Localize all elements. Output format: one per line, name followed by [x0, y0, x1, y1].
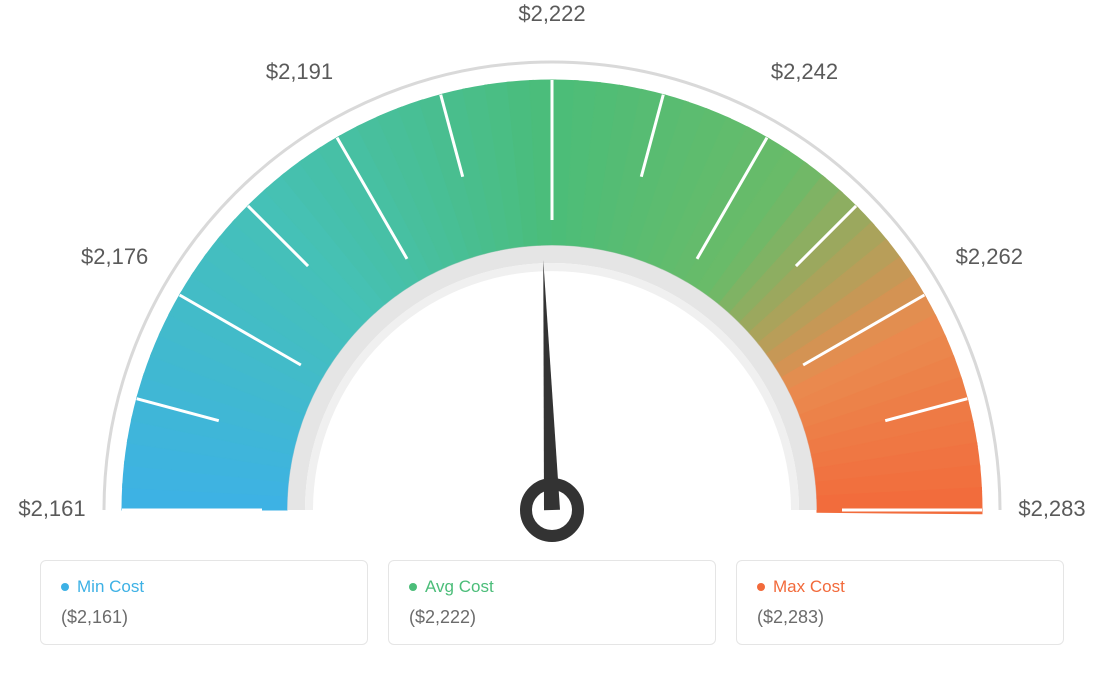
min-title: Min Cost	[77, 577, 144, 597]
max-value: ($2,283)	[757, 607, 1043, 628]
gauge-tick-label: $2,262	[949, 244, 1029, 270]
min-cost-card: Min Cost ($2,161)	[40, 560, 368, 645]
gauge-tick-label: $2,176	[75, 244, 155, 270]
avg-title: Avg Cost	[425, 577, 494, 597]
gauge-tick-label: $2,242	[765, 59, 845, 85]
avg-value: ($2,222)	[409, 607, 695, 628]
gauge-tick-label: $2,191	[260, 59, 340, 85]
min-value: ($2,161)	[61, 607, 347, 628]
gauge-chart: $2,161 $2,176 $2,191 $2,222 $2,242 $2,262 $2,2…	[0, 0, 1104, 560]
summary-cards: Min Cost ($2,161) Avg Cost ($2,222) Max …	[0, 560, 1104, 645]
gauge-svg	[0, 0, 1104, 560]
avg-dot-icon	[409, 583, 417, 591]
max-cost-card: Max Cost ($2,283)	[736, 560, 1064, 645]
max-dot-icon	[757, 583, 765, 591]
min-dot-icon	[61, 583, 69, 591]
gauge-tick-label: $2,283	[1012, 496, 1092, 522]
gauge-tick-label: $2,161	[12, 496, 92, 522]
gauge-tick-label: $2,222	[512, 1, 592, 27]
avg-cost-card: Avg Cost ($2,222)	[388, 560, 716, 645]
max-title: Max Cost	[773, 577, 845, 597]
cost-gauge-widget: $2,161 $2,176 $2,191 $2,222 $2,242 $2,262 $2,2…	[0, 0, 1104, 690]
